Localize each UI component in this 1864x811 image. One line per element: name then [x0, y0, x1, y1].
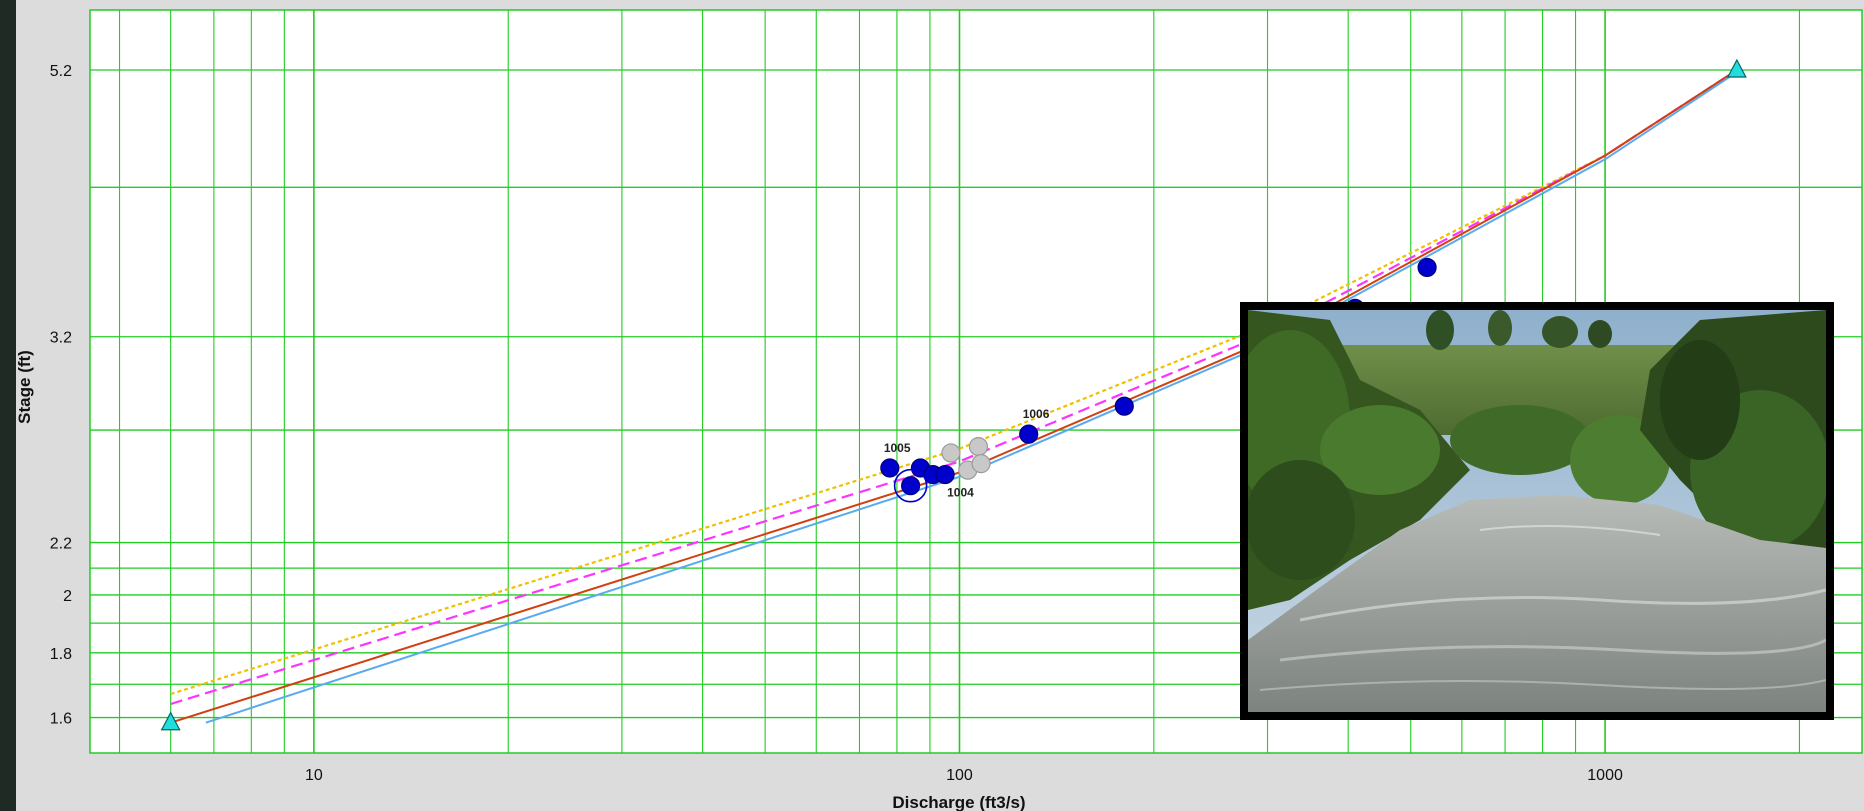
measurement-point	[971, 454, 991, 474]
y-tick-label: 3.2	[50, 330, 72, 347]
measurement-points	[880, 257, 1437, 503]
y-tick-label: 1.6	[50, 711, 72, 728]
measurement-point	[968, 436, 989, 457]
x-axis-title: Discharge (ft3/s)	[892, 793, 1025, 811]
window-edge	[0, 0, 16, 811]
y-axis-title: Stage (ft)	[15, 350, 34, 424]
curve-endpoints	[160, 58, 1747, 731]
measurement-point	[1417, 257, 1437, 278]
curve-endpoint-marker	[1726, 58, 1747, 78]
x-tick-label: 1000	[1587, 767, 1623, 784]
river-photo	[1240, 302, 1834, 720]
selected-point-ring	[893, 468, 928, 503]
y-tick-label: 2.2	[50, 536, 72, 553]
measurement-label: 1006	[1023, 407, 1050, 421]
tick-labels: 10 100 1000 1.6 1.8 2 2.2 3.2 5.2	[50, 63, 1623, 784]
y-tick-label: 1.8	[50, 646, 72, 663]
measurement-point	[880, 458, 900, 478]
measurement-point	[1019, 424, 1039, 444]
y-tick-label: 5.2	[50, 63, 72, 80]
measurement-label: 1004	[947, 486, 974, 500]
measurement-point	[941, 443, 961, 463]
measurement-point	[935, 464, 955, 485]
point-labels: 1005 1004 1006	[884, 407, 1050, 499]
measurement-point	[1114, 396, 1134, 416]
curve-endpoint-marker	[160, 711, 181, 731]
measurement-point	[901, 476, 921, 496]
x-tick-label: 10	[305, 767, 323, 784]
measurement-label: 1005	[884, 441, 911, 455]
x-tick-label: 100	[946, 767, 973, 784]
y-tick-label: 2	[63, 588, 72, 605]
